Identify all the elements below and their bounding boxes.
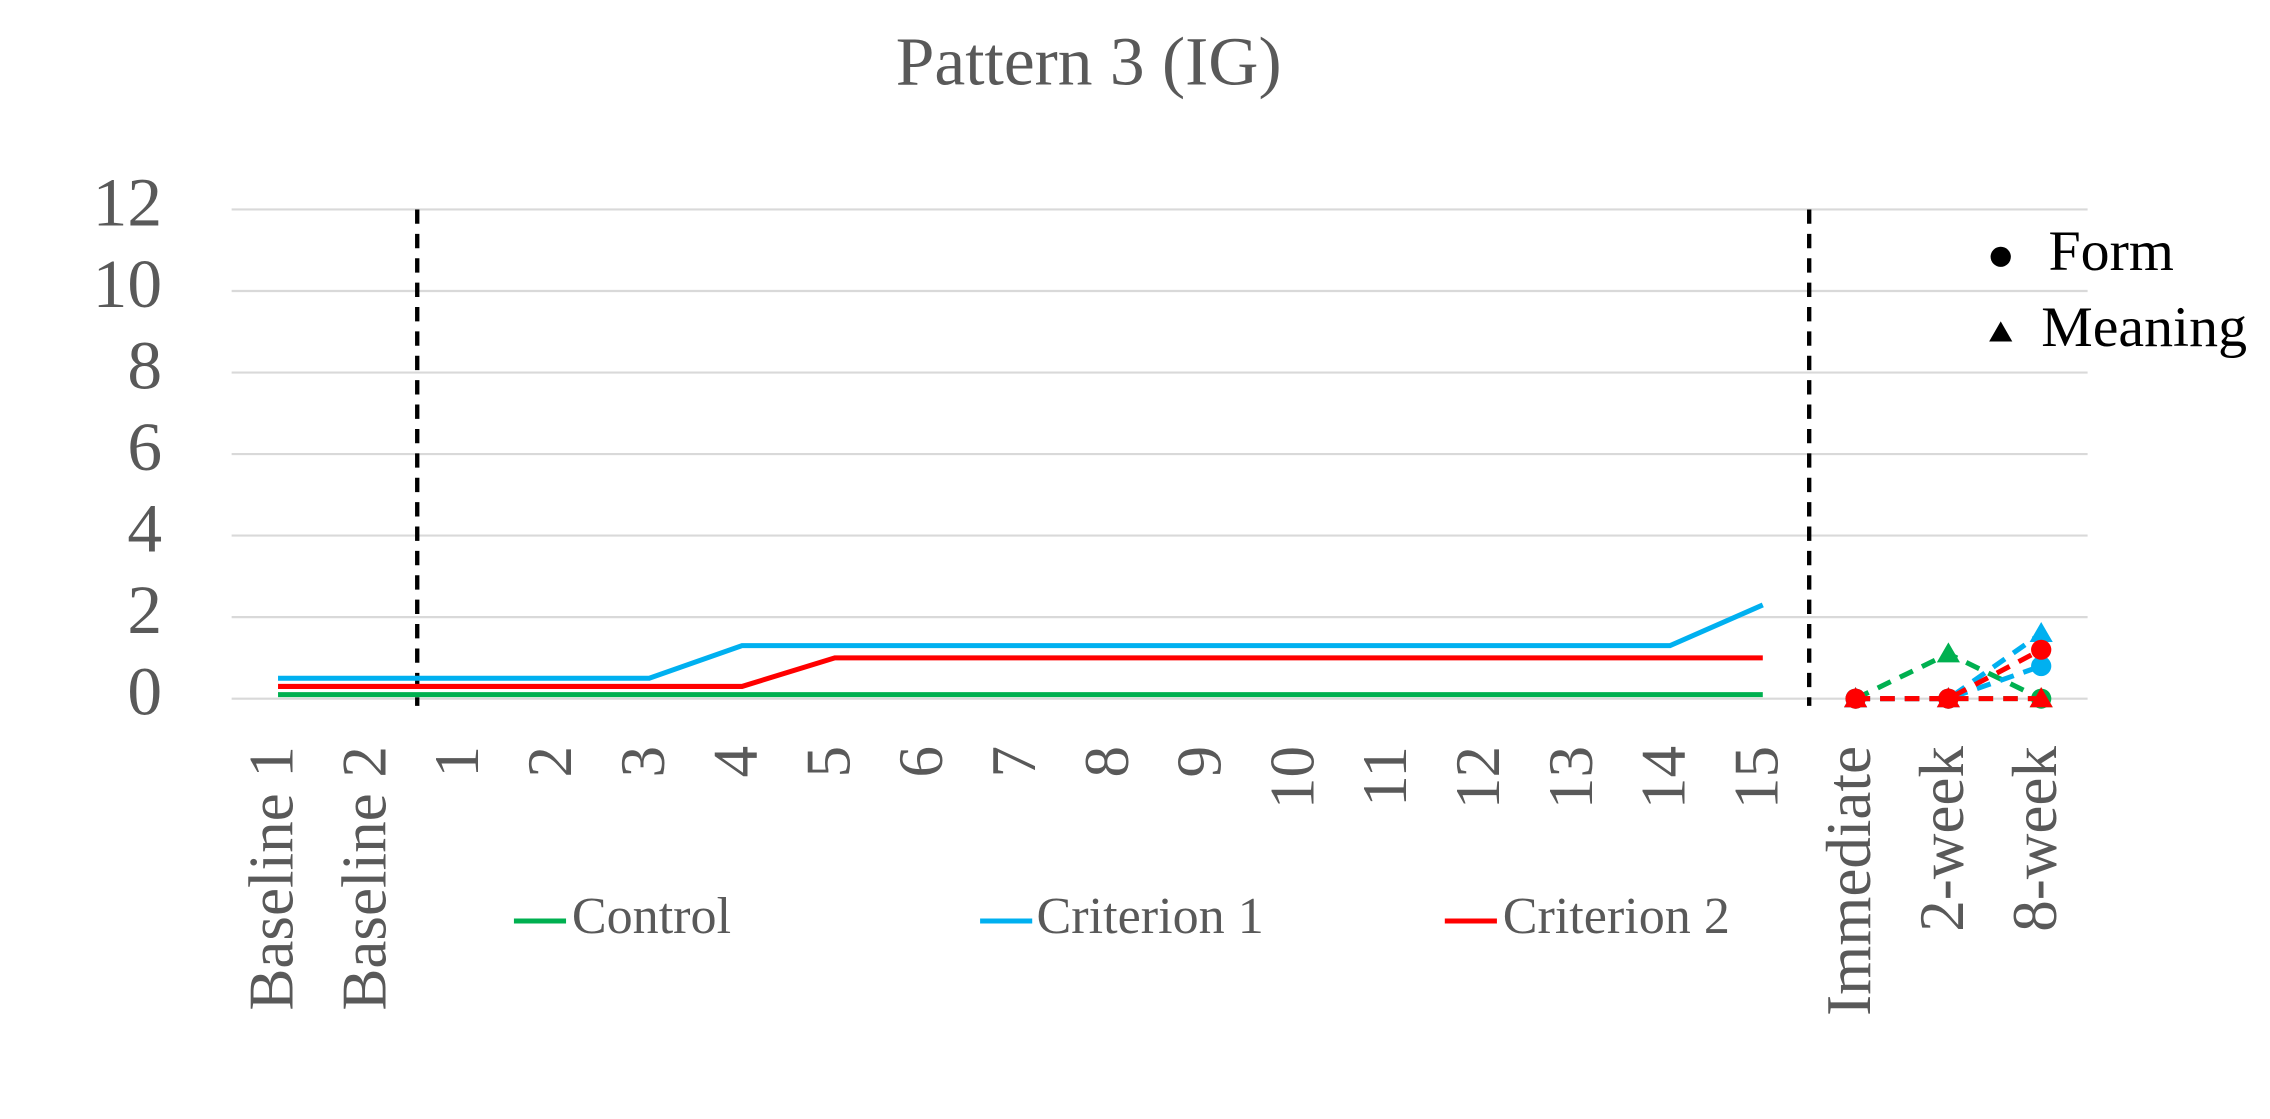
x-tick-label: 8	[1071, 746, 1142, 778]
x-tick-label: Baseline 2	[328, 746, 399, 1011]
form-line	[1855, 647, 2043, 702]
form-marker	[1938, 688, 1959, 709]
y-tick-label: 0	[127, 653, 162, 730]
legend-label: Control	[572, 888, 731, 945]
x-tick-label: 7	[978, 746, 1049, 778]
legend-symbol	[1989, 321, 2013, 342]
x-tick-label: 10	[1256, 746, 1327, 809]
x-tick-label: 6	[885, 746, 956, 778]
x-tick-label: 15	[1720, 746, 1791, 809]
form-marker	[1845, 688, 1866, 709]
x-tick-label: 3	[607, 746, 678, 778]
legend-label: Form	[2049, 220, 2174, 283]
x-tick-label: 2	[514, 746, 585, 778]
form-marker	[2031, 639, 2052, 660]
y-tick-label: 8	[127, 327, 162, 404]
y-tick-label: 2	[127, 571, 162, 648]
legend-symbol	[1990, 246, 2011, 267]
y-tick-label: 10	[93, 245, 162, 322]
y-tick-label: 4	[127, 490, 162, 567]
x-tick-label: 9	[1163, 746, 1234, 778]
series-line	[278, 655, 1763, 689]
x-tick-label: 12	[1442, 746, 1513, 809]
x-tick-label: 4	[699, 746, 770, 778]
legend-label: Criterion 1	[1037, 888, 1264, 945]
x-tick-label: Immediate	[1813, 746, 1884, 1016]
x-tick-label: 13	[1535, 746, 1606, 809]
x-tick-label: 2-week	[1906, 746, 1977, 932]
x-tick-label: Baseline 1	[235, 746, 306, 1011]
y-tick-label: 6	[127, 408, 162, 485]
series-line	[278, 602, 1764, 681]
meaning-marker	[1936, 642, 1960, 663]
form-marker	[2031, 656, 2052, 677]
y-tick-label: 12	[93, 164, 162, 241]
x-tick-label: 8-week	[1999, 746, 2070, 932]
x-tick-label: 14	[1627, 746, 1698, 809]
chart-title: Pattern 3 (IG)	[896, 23, 1282, 100]
x-tick-label: 11	[1349, 746, 1420, 807]
x-tick-label: 5	[792, 746, 863, 778]
legend-label: Criterion 2	[1503, 888, 1730, 945]
meaning-marker	[2029, 687, 2053, 708]
legend-label: Meaning	[2041, 296, 2247, 359]
x-tick-label: 1	[421, 746, 492, 778]
meaning-marker	[2029, 621, 2053, 643]
